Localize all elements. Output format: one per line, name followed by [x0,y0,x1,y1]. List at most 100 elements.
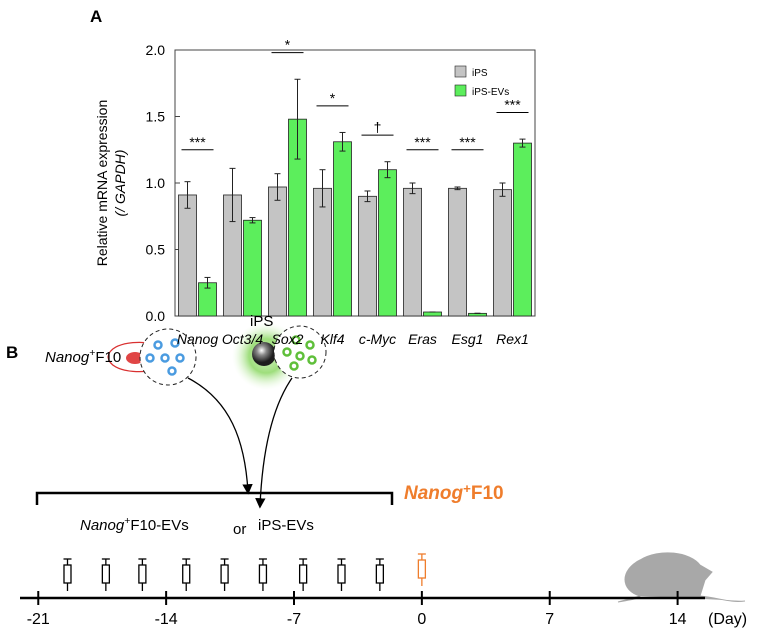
label-rest: F10 [471,483,504,504]
x-tick-label: -21 [27,611,50,628]
y-tick-label: 0.5 [146,242,166,258]
syringe [220,558,229,591]
syringe [63,558,72,591]
panel-label: B [6,343,18,362]
barrel [337,564,346,584]
evs [145,338,185,376]
significance-label: * [330,90,336,106]
y-tick-label: 1.0 [146,175,166,191]
y-label: (/ GAPDH) [112,150,128,217]
error-bar [499,182,506,197]
error-bar [204,276,211,289]
legend-swatch [454,65,467,78]
x-tick-label: 7 [545,611,554,628]
bar [378,169,397,317]
error-bar [384,161,391,179]
barrel [417,559,427,579]
bar [313,187,332,317]
barrel [298,564,308,584]
syringe [138,558,147,591]
syringe [101,558,111,591]
x-tick-label: Sox2 [272,331,304,347]
barrel [138,564,147,584]
y-tick-label: 1.5 [146,109,166,125]
label-rest: F10 [95,349,121,366]
significance-label: *** [504,97,521,113]
label-gene: Nanog [404,483,464,504]
error-bar [339,131,346,152]
syringe [298,558,308,591]
label-sup: + [89,347,95,359]
bar [243,219,262,317]
label: or [233,521,246,538]
error-bar [319,169,326,208]
label: iPS-EVs [258,517,314,534]
significance-label: † [374,119,382,135]
x-tick-label: 0 [417,611,426,628]
arrow [255,377,293,509]
barrel [63,564,72,584]
error-bar [454,186,461,191]
y-tick-label: 2.0 [146,42,166,58]
bar [333,141,352,317]
x-tick-label: 14 [669,611,687,628]
x-tick-label: -14 [155,611,178,628]
bar [513,142,532,317]
label-sup: + [124,515,130,527]
bar [268,186,287,317]
bar [423,311,442,317]
label-sup: + [463,481,471,496]
label: Nanog+F10 [45,347,121,366]
nucleus [126,352,144,364]
bar [403,187,422,317]
bar [448,187,467,317]
barrel [182,564,191,584]
barrel [101,564,111,584]
error-bar [229,167,236,223]
label-rest: F10-EVs [130,517,188,534]
error-bar [274,173,281,201]
significance-label: * [285,37,291,53]
syringe [337,558,346,591]
syringe [182,558,191,591]
y-axis-label: Relative mRNA expression (/ GAPDH) [94,100,128,267]
error-bar [364,190,371,203]
axis-unit: (Day) [708,611,747,628]
significance-label: *** [459,134,476,150]
legend-label: iPS [472,68,488,79]
barrel [375,564,385,584]
label-gene: Nanog [80,517,125,534]
x-tick-label: Klf4 [320,331,344,347]
bar [178,194,197,317]
significance-label: *** [189,134,206,150]
bar [358,195,377,317]
x-tick-label: Nanog [177,331,218,347]
label: iPS [250,313,273,330]
x-tick-label: c-Myc [359,331,396,347]
x-tick-label: -7 [287,611,301,628]
error-bar [294,78,301,160]
panel-label: A [90,7,102,26]
y-tick-label: 0.0 [146,308,166,324]
error-bar [519,138,526,148]
evs [282,335,317,371]
significance-label: *** [414,134,431,150]
syringe [417,553,427,586]
legend-label: iPS-EVs [472,87,509,98]
error-bar [249,217,256,224]
y-label: Relative mRNA expression [94,100,110,267]
x-tick-label: Esg1 [452,331,484,347]
error-bar [409,182,416,195]
x-tick-label: Rex1 [496,331,529,347]
syringe [375,558,385,591]
mouse [617,552,746,603]
ips-cell [252,342,276,366]
error-bar [184,181,191,209]
label-gene: Nanog [45,349,90,366]
barrel [220,564,229,584]
legend-swatch [454,84,467,97]
x-tick-label: Oct3/4 [222,331,263,347]
arrow [187,377,253,495]
bracket [35,491,394,505]
